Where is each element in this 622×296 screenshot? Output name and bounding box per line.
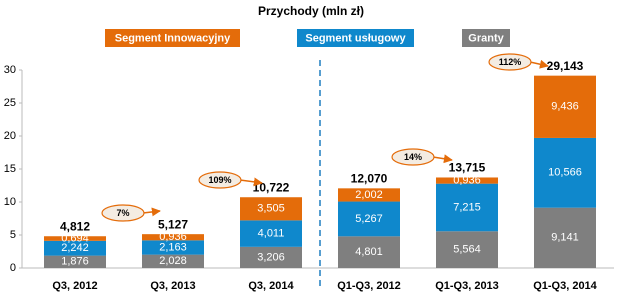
annotation-arrow: [432, 154, 453, 164]
annotation: 109%: [208, 175, 231, 185]
bar-segment: [534, 75, 596, 138]
bar-segment: [436, 183, 498, 232]
annotation: 7%: [116, 208, 129, 218]
segment-label: 3,505: [257, 203, 285, 215]
bar-segment: [534, 137, 596, 208]
bar-segment: [142, 234, 204, 241]
x-tick-label: Q1-Q3, 2014: [533, 280, 597, 292]
bar-segment: [44, 255, 106, 268]
segment-label: 5,564: [453, 244, 481, 256]
y-tick-label: 25: [4, 97, 16, 109]
bar-segment: [44, 240, 106, 256]
annotation-arrow: [529, 59, 549, 69]
annotation-bubble: [198, 171, 242, 189]
segment-label: 10,566: [548, 167, 582, 179]
x-tick-label: Q1-Q3, 2012: [337, 280, 401, 292]
segment-label: 2,002: [355, 189, 383, 201]
total-label: 5,127: [158, 217, 188, 231]
segment-label: 4,801: [355, 246, 383, 258]
segment-label: 4,011: [258, 228, 285, 240]
y-tick-label: 15: [4, 163, 16, 175]
segment-label: 2,163: [159, 241, 187, 253]
segment-label: 3,206: [257, 251, 285, 263]
y-tick-label: 10: [4, 196, 16, 208]
segment-label: 9,141: [551, 232, 579, 244]
bar-segment: [436, 177, 498, 184]
bar-segment: [240, 197, 302, 221]
segment-label: 0,936: [159, 231, 187, 243]
bar-segment: [534, 207, 596, 268]
total-label: 4,812: [60, 219, 90, 233]
bar-segment: [142, 240, 204, 255]
segment-label: 7,215: [453, 201, 481, 213]
bar-segment: [240, 220, 302, 247]
annotation-bubble: [391, 148, 435, 166]
annotation-arrow: [142, 207, 161, 217]
x-tick-label: Q1-Q3, 2013: [435, 280, 499, 292]
y-tick-label: 0: [10, 262, 16, 274]
x-tick-label: Q3, 2014: [248, 280, 294, 292]
segment-label: 9,436: [551, 101, 579, 113]
x-tick-label: Q3, 2012: [52, 280, 97, 292]
bar-segment: [338, 236, 400, 268]
annotation: 112%: [499, 57, 522, 67]
bar-segment: [436, 231, 498, 268]
legend-swatch: [105, 29, 240, 47]
total-label: 13,715: [449, 161, 486, 175]
segment-label: 1,876: [61, 256, 89, 268]
segment-label: 0,936: [453, 174, 481, 186]
legend-label: Segment Innowacyjny: [115, 32, 231, 44]
legend-label: Granty: [468, 32, 504, 44]
legend-label: Segment usługowy: [305, 32, 406, 44]
annotation: 14%: [404, 152, 422, 162]
x-tick-label: Q3, 2013: [150, 280, 195, 292]
total-label: 12,070: [351, 172, 388, 186]
chart-title: Przychody (mln zł): [258, 4, 364, 18]
segment-label: 2,242: [61, 242, 89, 254]
bar-segment: [142, 254, 204, 268]
y-tick-label: 20: [4, 130, 16, 142]
annotation-bubble: [101, 204, 145, 222]
bar-segment: [44, 236, 106, 241]
y-tick-label: 30: [4, 64, 16, 76]
legend-swatch: [297, 29, 414, 47]
legend-swatch: [462, 29, 510, 47]
total-label: 29,143: [547, 59, 584, 73]
segment-label: 5,267: [355, 213, 383, 225]
bar-segment: [338, 188, 400, 202]
segment-label: 2,028: [159, 255, 187, 267]
bar-segment: [338, 201, 400, 237]
y-tick-label: 5: [10, 229, 16, 241]
annotation-bubble: [488, 53, 532, 71]
segment-label: 0,694: [61, 232, 89, 244]
annotation-arrow: [239, 177, 263, 187]
bar-segment: [240, 246, 302, 268]
